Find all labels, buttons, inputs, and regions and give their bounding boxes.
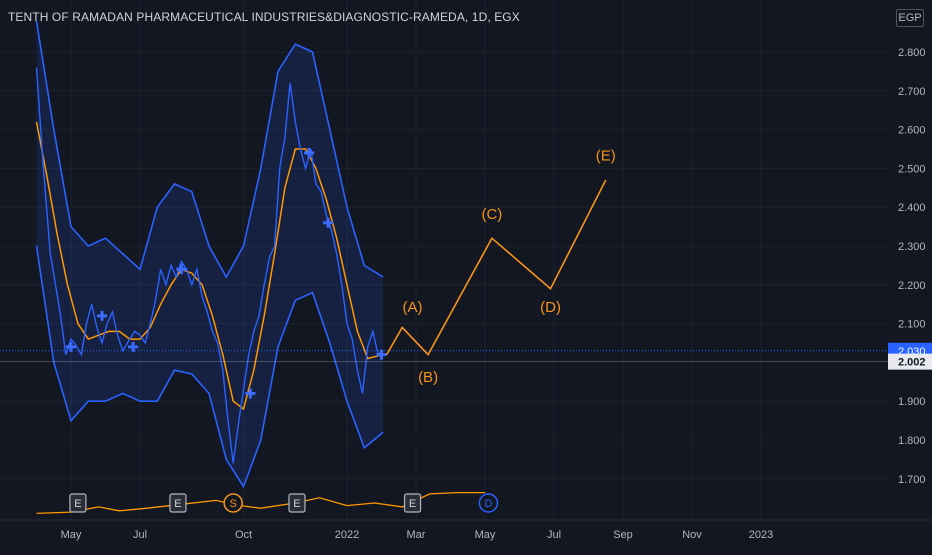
wave-label: (B) xyxy=(418,369,438,386)
x-tick-label: 2023 xyxy=(749,529,773,541)
event-badge-label: E xyxy=(74,498,81,510)
event-badge-label: E xyxy=(174,498,181,510)
event-badge-e[interactable]: E xyxy=(288,493,306,513)
cross-marker xyxy=(66,341,76,352)
x-tick-label: Jul xyxy=(547,529,561,541)
cross-marker xyxy=(176,264,187,275)
chart-title: TENTH OF RAMADAN PHARMACEUTICAL INDUSTRI… xyxy=(8,10,520,24)
band-upper-line xyxy=(35,20,384,279)
x-tick-label: 2022 xyxy=(335,529,359,541)
y-tick-label: 2.700 xyxy=(898,86,926,98)
x-tick-label: May xyxy=(475,529,496,541)
event-badge-e[interactable]: E xyxy=(403,493,422,513)
price-line xyxy=(35,67,384,464)
wave-label: (D) xyxy=(540,299,561,316)
y-tick-label: 1.900 xyxy=(898,396,926,408)
price-axis: 2.800 2.700 2.600 2.500 2.400 2.300 2.200 2.100… xyxy=(888,47,932,486)
cross-marker xyxy=(245,388,256,399)
cross-marker xyxy=(323,217,334,228)
wave-label: (E) xyxy=(596,148,616,165)
y-tick-label: 2.800 xyxy=(898,47,926,59)
x-tick-label: Oct xyxy=(235,529,252,541)
cross-marker xyxy=(304,147,315,158)
event-badge-label: E xyxy=(409,498,416,510)
x-tick-label: Nov xyxy=(682,529,702,541)
y-tick-label: 2.600 xyxy=(898,125,926,137)
y-tick-label: 2.200 xyxy=(898,280,926,292)
band-fill xyxy=(36,21,384,487)
event-badge-circle xyxy=(478,493,499,513)
event-badge-d[interactable]: D xyxy=(478,493,499,513)
plot-group: (A) (B) (C) (D) (E) xyxy=(0,20,888,515)
band-lower-line xyxy=(35,245,384,489)
event-badge-label: D xyxy=(484,498,492,510)
event-badge-label: S xyxy=(229,498,236,510)
time-axis: May Jul Oct 2022 Mar May Jul Sep Nov 2023 xyxy=(0,519,932,541)
y-tick-label: 2.100 xyxy=(898,319,926,331)
cross-marker xyxy=(97,310,108,321)
cross-marker xyxy=(128,341,139,352)
last-price-tag xyxy=(888,353,932,370)
x-tick-label: Jul xyxy=(133,529,147,541)
y-tick-label: 2.300 xyxy=(898,241,926,253)
projection-line xyxy=(386,179,607,356)
event-badge-box xyxy=(288,493,306,513)
event-badge-circle xyxy=(223,493,243,513)
y-tick-label: 1.700 xyxy=(898,474,926,486)
event-badge-label: E xyxy=(293,498,300,510)
y-tick-label: 2.400 xyxy=(898,202,926,214)
cross-marker xyxy=(376,349,387,360)
y-tick-label: 2.500 xyxy=(898,163,926,175)
event-badge-box xyxy=(169,493,187,513)
average-line xyxy=(35,121,384,411)
x-tick-label: Mar xyxy=(407,529,426,541)
event-badge-e[interactable]: E xyxy=(169,493,187,513)
event-badge-box xyxy=(69,493,87,513)
x-tick-label: Sep xyxy=(613,529,633,541)
currency-badge[interactable]: EGP xyxy=(896,9,924,27)
x-tick-label: May xyxy=(61,529,82,541)
event-badge-e[interactable]: E xyxy=(69,493,87,513)
last-price-label: 2.002 xyxy=(898,357,926,369)
wave-label: (A) xyxy=(403,299,423,316)
event-badge-box xyxy=(403,493,422,513)
wave-label: (C) xyxy=(481,206,502,223)
y-tick-label: 1.800 xyxy=(898,435,926,447)
event-badge-s[interactable]: S xyxy=(223,493,243,513)
grid-lines xyxy=(0,0,888,520)
